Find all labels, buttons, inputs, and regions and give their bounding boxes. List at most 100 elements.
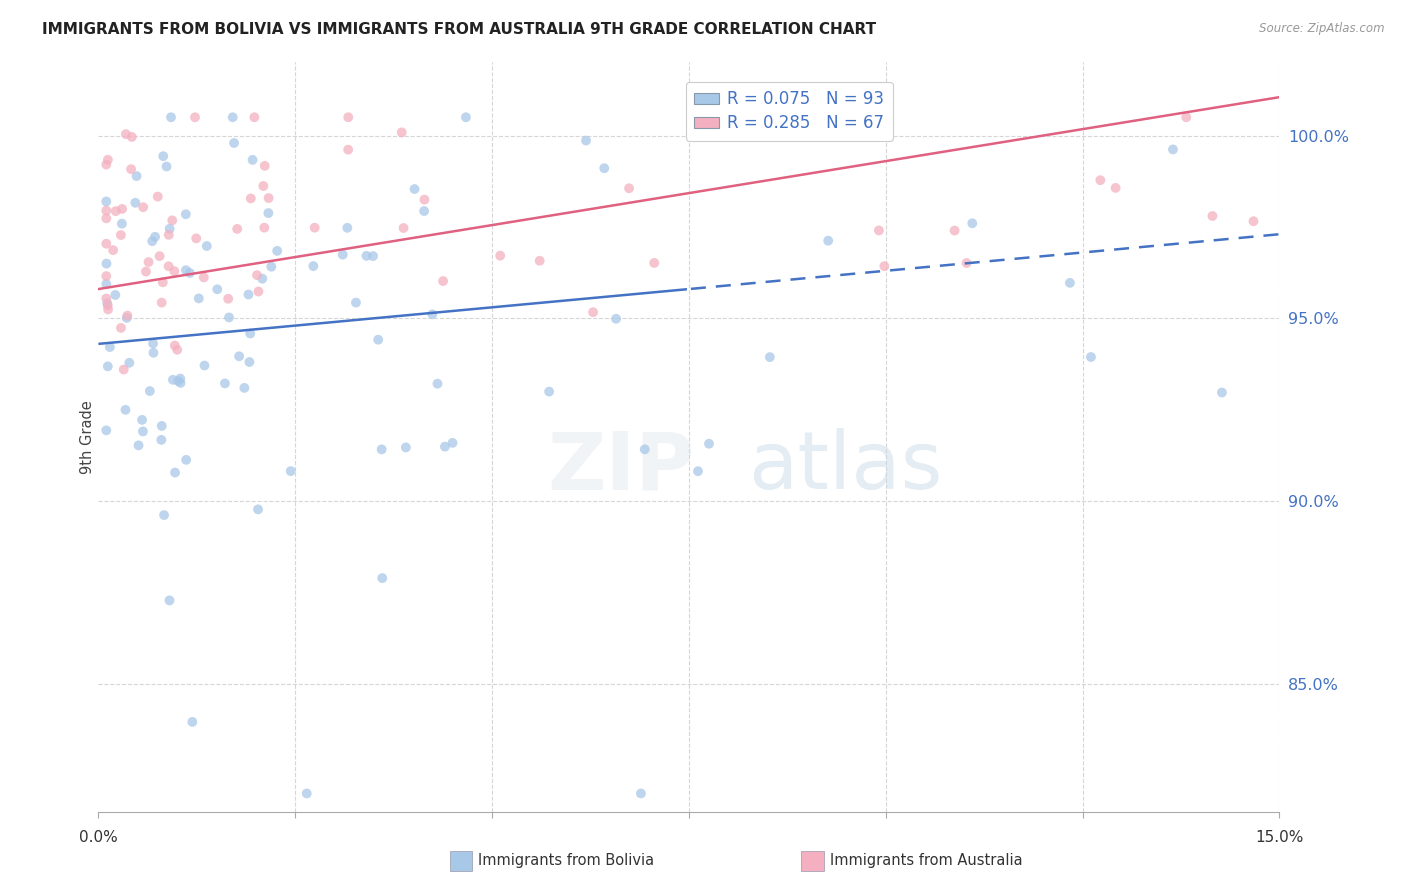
Point [336, 220, 359, 235]
Point [332, 247, 354, 261]
Point [143, 229, 166, 244]
Point [150, 295, 173, 310]
Point [1080, 350, 1102, 364]
Point [96, 236, 118, 251]
Point [1059, 276, 1081, 290]
Point [239, 191, 262, 205]
Text: ZIP: ZIP [547, 428, 695, 506]
Point [218, 310, 240, 325]
Point [157, 227, 180, 242]
Point [174, 207, 197, 221]
Point [1104, 181, 1126, 195]
Point [1243, 214, 1265, 228]
Point [152, 275, 174, 289]
Point [155, 160, 177, 174]
Point [617, 181, 640, 195]
Point [962, 216, 984, 230]
Point [1201, 209, 1223, 223]
Point [337, 143, 360, 157]
Point [96, 423, 118, 437]
Point [955, 256, 977, 270]
Point [150, 433, 173, 447]
Point [257, 206, 280, 220]
Point [413, 204, 436, 219]
Point [392, 221, 415, 235]
Point [163, 338, 186, 352]
Point [157, 259, 180, 273]
Point [96, 194, 118, 209]
Point [529, 253, 551, 268]
Point [257, 191, 280, 205]
Point [104, 288, 127, 302]
Point [242, 153, 264, 167]
Point [142, 345, 165, 359]
Text: IMMIGRANTS FROM BOLIVIA VS IMMIGRANTS FROM AUSTRALIA 9TH GRADE CORRELATION CHART: IMMIGRANTS FROM BOLIVIA VS IMMIGRANTS FR… [42, 22, 876, 37]
Point [139, 384, 162, 398]
Point [247, 285, 270, 299]
Point [233, 381, 256, 395]
Point [243, 110, 266, 124]
Y-axis label: 9th Grade: 9th Grade [80, 401, 94, 474]
Point [280, 464, 302, 478]
Point [772, 110, 794, 124]
Point [344, 295, 367, 310]
Point [159, 221, 181, 235]
Point [441, 436, 464, 450]
Point [96, 296, 118, 310]
Point [489, 249, 512, 263]
Point [260, 260, 283, 274]
Point [162, 373, 184, 387]
Point [630, 787, 652, 801]
Point [160, 213, 183, 227]
Point [207, 282, 229, 296]
Point [132, 425, 155, 439]
Point [195, 239, 218, 253]
Point [111, 202, 134, 216]
Point [96, 277, 118, 291]
Point [433, 440, 456, 454]
Point [454, 110, 477, 124]
Point [149, 249, 172, 263]
Point [228, 349, 250, 363]
Point [131, 413, 153, 427]
Text: 15.0%: 15.0% [1256, 830, 1303, 845]
Point [125, 169, 148, 183]
Point [186, 231, 208, 245]
Point [1161, 143, 1184, 157]
Point [96, 268, 118, 283]
Point [193, 359, 215, 373]
Text: Source: ZipAtlas.com: Source: ZipAtlas.com [1260, 22, 1385, 36]
Point [97, 302, 120, 317]
Point [370, 442, 392, 457]
Point [179, 266, 201, 280]
Point [1211, 385, 1233, 400]
Point [356, 249, 378, 263]
Point [395, 441, 418, 455]
Point [634, 442, 657, 457]
Point [124, 195, 146, 210]
Point [943, 223, 966, 237]
Point [159, 593, 181, 607]
Text: Immigrants from Bolivia: Immigrants from Bolivia [478, 854, 654, 868]
Point [266, 244, 288, 258]
Point [246, 268, 269, 282]
Point [214, 376, 236, 391]
Point [104, 204, 127, 219]
Point [413, 193, 436, 207]
Point [152, 149, 174, 163]
Point [391, 125, 413, 139]
Point [110, 321, 132, 335]
Point [582, 305, 605, 319]
Point [98, 340, 121, 354]
Point [101, 243, 124, 257]
Point [367, 333, 389, 347]
Point [112, 362, 135, 376]
Point [135, 264, 157, 278]
Point [128, 438, 150, 452]
Point [697, 436, 720, 450]
Point [238, 355, 260, 369]
Point [222, 110, 245, 124]
Point [252, 179, 274, 194]
Point [181, 714, 204, 729]
Point [146, 189, 169, 203]
